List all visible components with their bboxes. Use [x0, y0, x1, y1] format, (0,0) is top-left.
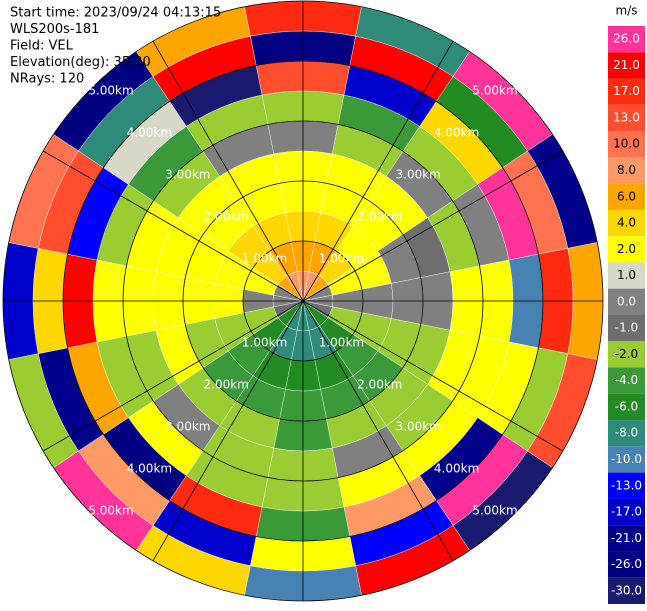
- colorbar-label: 0.0: [617, 294, 636, 308]
- colorbar-swatch: [608, 551, 645, 578]
- colorbar-label: 1.0: [617, 268, 636, 282]
- range-label: 3.00km: [396, 420, 441, 434]
- colorbar-swatch: [608, 236, 645, 263]
- colorbar-label: -4.0: [615, 373, 638, 387]
- colorbar-swatch: [608, 262, 645, 289]
- info-block: Start time: 2023/09/24 04:13:15WLS200s-1…: [10, 6, 221, 87]
- colorbar-label: 21.0: [613, 58, 640, 72]
- colorbar-swatch: [608, 525, 645, 552]
- colorbar-label: 4.0: [617, 216, 636, 230]
- info-line: NRays: 120: [10, 72, 84, 87]
- radial-line: [302, 300, 564, 452]
- colorbar-label: 8.0: [617, 163, 636, 177]
- colorbar-label: -10.0: [611, 452, 642, 466]
- colorbar-label: -30.0: [611, 583, 642, 597]
- colorbar-swatch: [608, 131, 645, 158]
- range-ring: [122, 120, 484, 482]
- colorbar-swatch: [608, 52, 645, 79]
- colorbar-label: -26.0: [611, 557, 642, 571]
- colorbar-swatch: [608, 341, 645, 368]
- range-label: 1.00km: [319, 252, 364, 266]
- overlay: 1.00km 1.00km 1.00km 1.00km 2.00km 2.00km 2.00…: [2, 0, 604, 602]
- range-ring: [62, 60, 544, 542]
- range-label: 1.00km: [319, 336, 364, 350]
- colorbar-label: -8.0: [615, 426, 638, 440]
- range-label: 4.00km: [434, 462, 479, 476]
- colorbar-swatch: [608, 157, 645, 184]
- info-line: Start time: 2023/09/24 04:13:15: [10, 6, 221, 21]
- radial-line: [302, 150, 564, 302]
- colorbar-swatch: [608, 577, 645, 604]
- colorbar-swatch: [608, 472, 645, 499]
- range-label: 5.00km: [472, 84, 517, 98]
- colorbar-label: -6.0: [615, 399, 638, 413]
- colorbar-label: 17.0: [613, 84, 640, 98]
- colorbar-swatch: [608, 498, 645, 526]
- colorbar-swatch: [608, 420, 645, 447]
- colorbar-swatch: [608, 367, 645, 394]
- colorbar-label: 10.0: [613, 137, 640, 151]
- radial-line: [42, 300, 304, 452]
- info-line: Elevation(deg): 35.30: [10, 55, 151, 70]
- range-label: 4.00km: [127, 462, 172, 476]
- colorbar-swatch: [608, 393, 645, 421]
- range-label: 5.00km: [88, 84, 133, 98]
- range-label: 2.00km: [204, 210, 249, 224]
- range-ring: [242, 240, 364, 362]
- colorbar-swatch: [608, 104, 645, 132]
- range-label: 2.00km: [357, 378, 402, 392]
- colorbar-label: 13.0: [613, 110, 640, 124]
- colorbar-label: -13.0: [611, 478, 642, 492]
- colorbar-swatch: [608, 183, 645, 210]
- info-line: WLS200s-181: [10, 22, 99, 37]
- range-label: 3.00km: [165, 420, 210, 434]
- range-label: 5.00km: [472, 504, 517, 518]
- colorbar: m/s 26.0 21.0 17.0 13.0 10.0 8.0 6.0 4.0 2.0 1.0 0.…: [608, 4, 645, 604]
- range-label: 4.00km: [434, 126, 479, 140]
- info-line: Field: VEL: [10, 39, 74, 54]
- colorbar-label: 6.0: [617, 189, 636, 203]
- range-label: 2.00km: [357, 210, 402, 224]
- range-label: 3.00km: [165, 168, 210, 182]
- range-label: 4.00km: [127, 126, 172, 140]
- radial-line: [302, 40, 454, 302]
- colorbar-swatch: [608, 209, 645, 237]
- range-label: 5.00km: [88, 504, 133, 518]
- radial-line: [152, 40, 304, 302]
- range-label: 2.00km: [204, 378, 249, 392]
- colorbar-label: 26.0: [613, 32, 640, 46]
- range-label: 1.00km: [242, 336, 287, 350]
- colorbar-title: m/s: [616, 4, 638, 18]
- colorbar-swatch: [608, 315, 645, 342]
- colorbar-swatch: [608, 446, 645, 473]
- range-label: 3.00km: [396, 168, 441, 182]
- colorbar-label: -21.0: [611, 531, 642, 545]
- radial-line: [42, 150, 304, 302]
- colorbar-label: -2.0: [615, 347, 638, 361]
- colorbar-swatch: [608, 78, 645, 105]
- range-ring: [182, 180, 424, 422]
- colorbar-swatch: [608, 26, 645, 53]
- colorbar-swatch: [608, 288, 645, 315]
- radial-line: [302, 300, 454, 562]
- radial-line: [152, 300, 304, 562]
- colorbar-label: -17.0: [611, 505, 642, 519]
- range-ring: [2, 0, 604, 602]
- colorbar-label: 2.0: [617, 242, 636, 256]
- range-label: 1.00km: [242, 252, 287, 266]
- colorbar-label: -1.0: [615, 321, 638, 335]
